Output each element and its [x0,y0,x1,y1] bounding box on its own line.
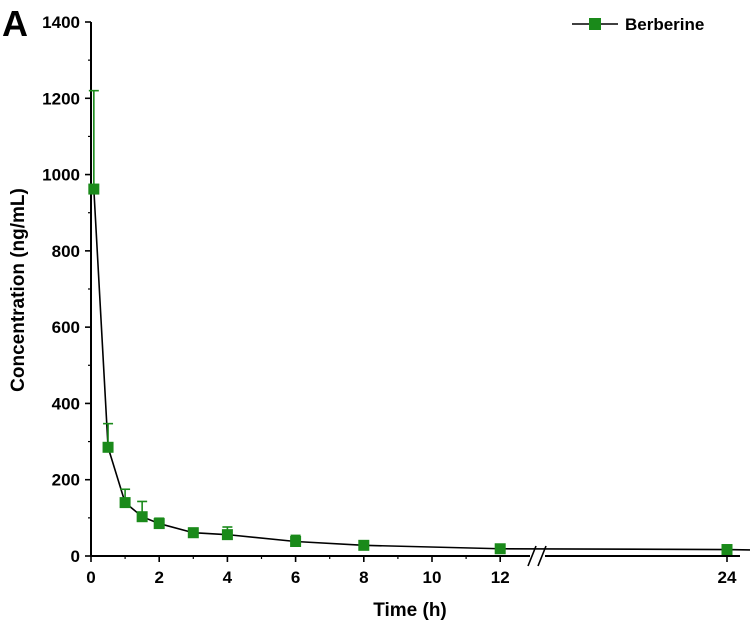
data-point [102,441,114,453]
y-tick-label: 0 [71,547,80,566]
x-tick-label: 8 [359,568,368,587]
legend-marker [589,18,601,30]
y-tick-label: 1400 [42,13,80,32]
data-point [721,544,733,556]
y-tick-label: 400 [52,394,80,413]
x-tick-label: 6 [291,568,300,587]
x-tick-label: 2 [154,568,163,587]
data-point [153,518,165,530]
x-tick-label: 12 [491,568,510,587]
data-point [494,543,506,555]
legend-label: Berberine [625,15,704,34]
data-point [119,497,131,509]
x-tick-label: 4 [223,568,233,587]
data-point [221,529,233,541]
series-line [93,189,750,551]
legend: Berberine [572,15,704,34]
y-axis-title: Concentration (ng/mL) [8,188,29,392]
y-tick-label: 1000 [42,166,80,185]
x-axis-title: Time (h) [373,600,447,621]
data-point [136,511,148,523]
y-tick-label: 200 [52,471,80,490]
data-point [88,183,100,195]
data-point [290,536,302,548]
x-tick-label: 24 [718,568,737,587]
data-point [187,527,199,539]
data-point [358,539,370,551]
panel-label: A [2,3,28,44]
y-tick-label: 600 [52,318,80,337]
x-tick-label: 0 [86,568,95,587]
y-tick-label: 800 [52,242,80,261]
y-tick-label: 1200 [42,89,80,108]
x-tick-label: 10 [423,568,442,587]
